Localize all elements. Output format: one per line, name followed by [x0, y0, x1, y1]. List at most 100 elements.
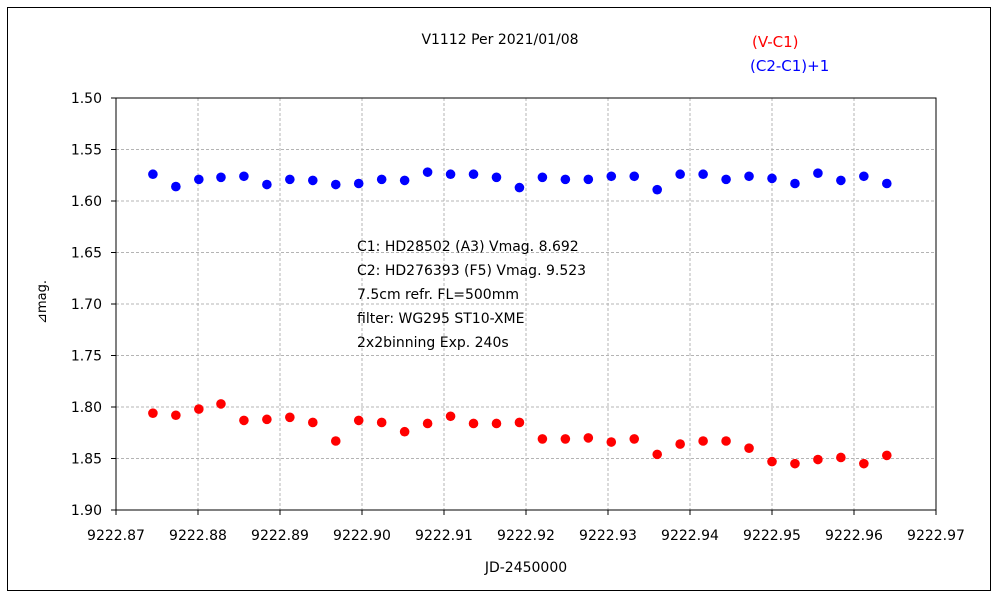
data-point-v-c1 [514, 417, 525, 428]
x-tick-label: 9222.96 [825, 528, 883, 544]
data-point-c2-c1 [606, 171, 617, 182]
data-point-v-c1 [767, 456, 777, 467]
data-point-c2-c1 [285, 174, 295, 185]
data-point-v-c1 [836, 452, 846, 463]
data-point-v-c1 [468, 418, 479, 429]
data-point-c2-c1 [698, 169, 708, 180]
data-point-v-c1 [399, 426, 410, 437]
x-tick-label: 9222.94 [661, 528, 719, 544]
y-tick-label: 1.60 [71, 194, 102, 210]
data-point-c2-c1 [491, 172, 502, 183]
x-tick-label: 9222.91 [415, 528, 473, 544]
data-point-v-c1 [629, 434, 640, 444]
y-tick-label: 1.50 [71, 91, 102, 107]
data-point-c2-c1 [445, 169, 456, 180]
data-point-c2-c1 [194, 174, 204, 185]
grid [116, 98, 936, 510]
x-tick-label: 9222.92 [497, 528, 555, 544]
data-point-c2-c1 [652, 184, 662, 195]
x-tick-label: 9222.93 [579, 528, 637, 544]
data-point-c2-c1 [148, 169, 158, 180]
annotation-line: filter: WG295 ST10-XME [357, 311, 524, 327]
y-tick-label: 1.75 [71, 349, 102, 365]
data-point-c2-c1 [767, 173, 777, 184]
data-point-c2-c1 [353, 178, 364, 189]
y-tick-label: 1.80 [71, 400, 102, 416]
data-point-c2-c1 [675, 169, 685, 180]
data-point-v-c1 [445, 411, 456, 422]
data-point-c2-c1 [537, 172, 548, 183]
data-point-v-c1 [148, 408, 158, 418]
data-point-c2-c1 [399, 175, 410, 186]
data-point-v-c1 [560, 434, 571, 444]
data-point-v-c1 [194, 404, 204, 414]
data-point-c2-c1 [721, 174, 731, 185]
y-tick-label: 1.85 [71, 452, 102, 468]
chart-frame [7, 7, 991, 591]
data-point-c2-c1 [744, 171, 754, 182]
data-point-v-c1 [537, 434, 548, 444]
x-tick-label: 9222.88 [169, 528, 227, 544]
data-points [148, 167, 892, 469]
data-point-c2-c1 [859, 171, 869, 182]
y-tick-label: 1.55 [71, 143, 102, 159]
annotation-line: 2x2binning Exp. 240s [357, 335, 509, 351]
annotation-line: C2: HD276393 (F5) Vmag. 9.523 [357, 263, 586, 279]
annotation-line: C1: HD28502 (A3) Vmag. 8.692 [357, 239, 579, 255]
data-point-v-c1 [330, 436, 341, 446]
x-tick-label: 9222.87 [87, 528, 145, 544]
data-point-c2-c1 [308, 175, 318, 186]
data-point-v-c1 [859, 458, 869, 469]
data-point-v-c1 [790, 458, 800, 469]
data-point-c2-c1 [239, 171, 249, 182]
chart-title: V1112 Per 2021/01/08 [421, 32, 578, 48]
x-tick-label: 9222.97 [907, 528, 965, 544]
data-point-v-c1 [675, 439, 685, 449]
legend-series-2: (C2-C1)+1 [750, 57, 829, 75]
data-point-c2-c1 [583, 174, 594, 185]
y-axis-label: ⊿mag. [35, 280, 50, 324]
data-point-c2-c1 [468, 169, 479, 180]
data-point-c2-c1 [882, 178, 892, 189]
x-tick-label: 9222.90 [333, 528, 391, 544]
data-point-c2-c1 [171, 181, 181, 192]
data-point-v-c1 [285, 412, 295, 423]
data-point-c2-c1 [376, 174, 387, 185]
data-point-v-c1 [813, 454, 823, 465]
data-point-v-c1 [721, 436, 731, 446]
y-axis: 1.50 1.55 1.60 1.65 1.70 1.75 1.80 1.85 1.90 [71, 91, 116, 519]
data-point-v-c1 [239, 415, 249, 426]
data-point-c2-c1 [216, 172, 226, 183]
data-point-c2-c1 [422, 167, 433, 177]
x-axis-label: JD-2450000 [484, 560, 567, 576]
y-tick-label: 1.65 [71, 246, 102, 262]
x-tick-label: 9222.89 [251, 528, 309, 544]
data-point-c2-c1 [330, 179, 341, 190]
data-point-v-c1 [216, 399, 226, 409]
data-point-c2-c1 [629, 171, 640, 182]
data-point-v-c1 [376, 417, 387, 428]
annotation-line: 7.5cm refr. FL=500mm [357, 287, 519, 303]
data-point-c2-c1 [514, 182, 525, 193]
data-point-v-c1 [262, 414, 272, 425]
data-point-v-c1 [606, 437, 617, 447]
data-point-v-c1 [882, 450, 892, 461]
annotation-block: C1: HD28502 (A3) Vmag. 8.692 C2: HD276393… [357, 239, 586, 351]
data-point-v-c1 [583, 433, 594, 443]
data-point-v-c1 [698, 436, 708, 446]
x-axis: 9222.87 9222.88 9222.89 9222.90 9222.91 9222.… [87, 510, 965, 544]
x-tick-label: 9222.95 [743, 528, 801, 544]
y-tick-label: 1.70 [71, 297, 102, 313]
y-tick-label: 1.90 [71, 503, 102, 519]
data-point-v-c1 [308, 417, 318, 428]
legend-series-1: (V-C1) [752, 33, 799, 51]
data-point-c2-c1 [836, 175, 846, 186]
data-point-v-c1 [744, 443, 754, 454]
data-point-v-c1 [353, 415, 364, 426]
data-point-v-c1 [422, 418, 433, 429]
data-point-c2-c1 [790, 178, 800, 189]
data-point-v-c1 [652, 449, 662, 460]
data-point-v-c1 [491, 418, 502, 429]
data-point-c2-c1 [560, 174, 571, 185]
